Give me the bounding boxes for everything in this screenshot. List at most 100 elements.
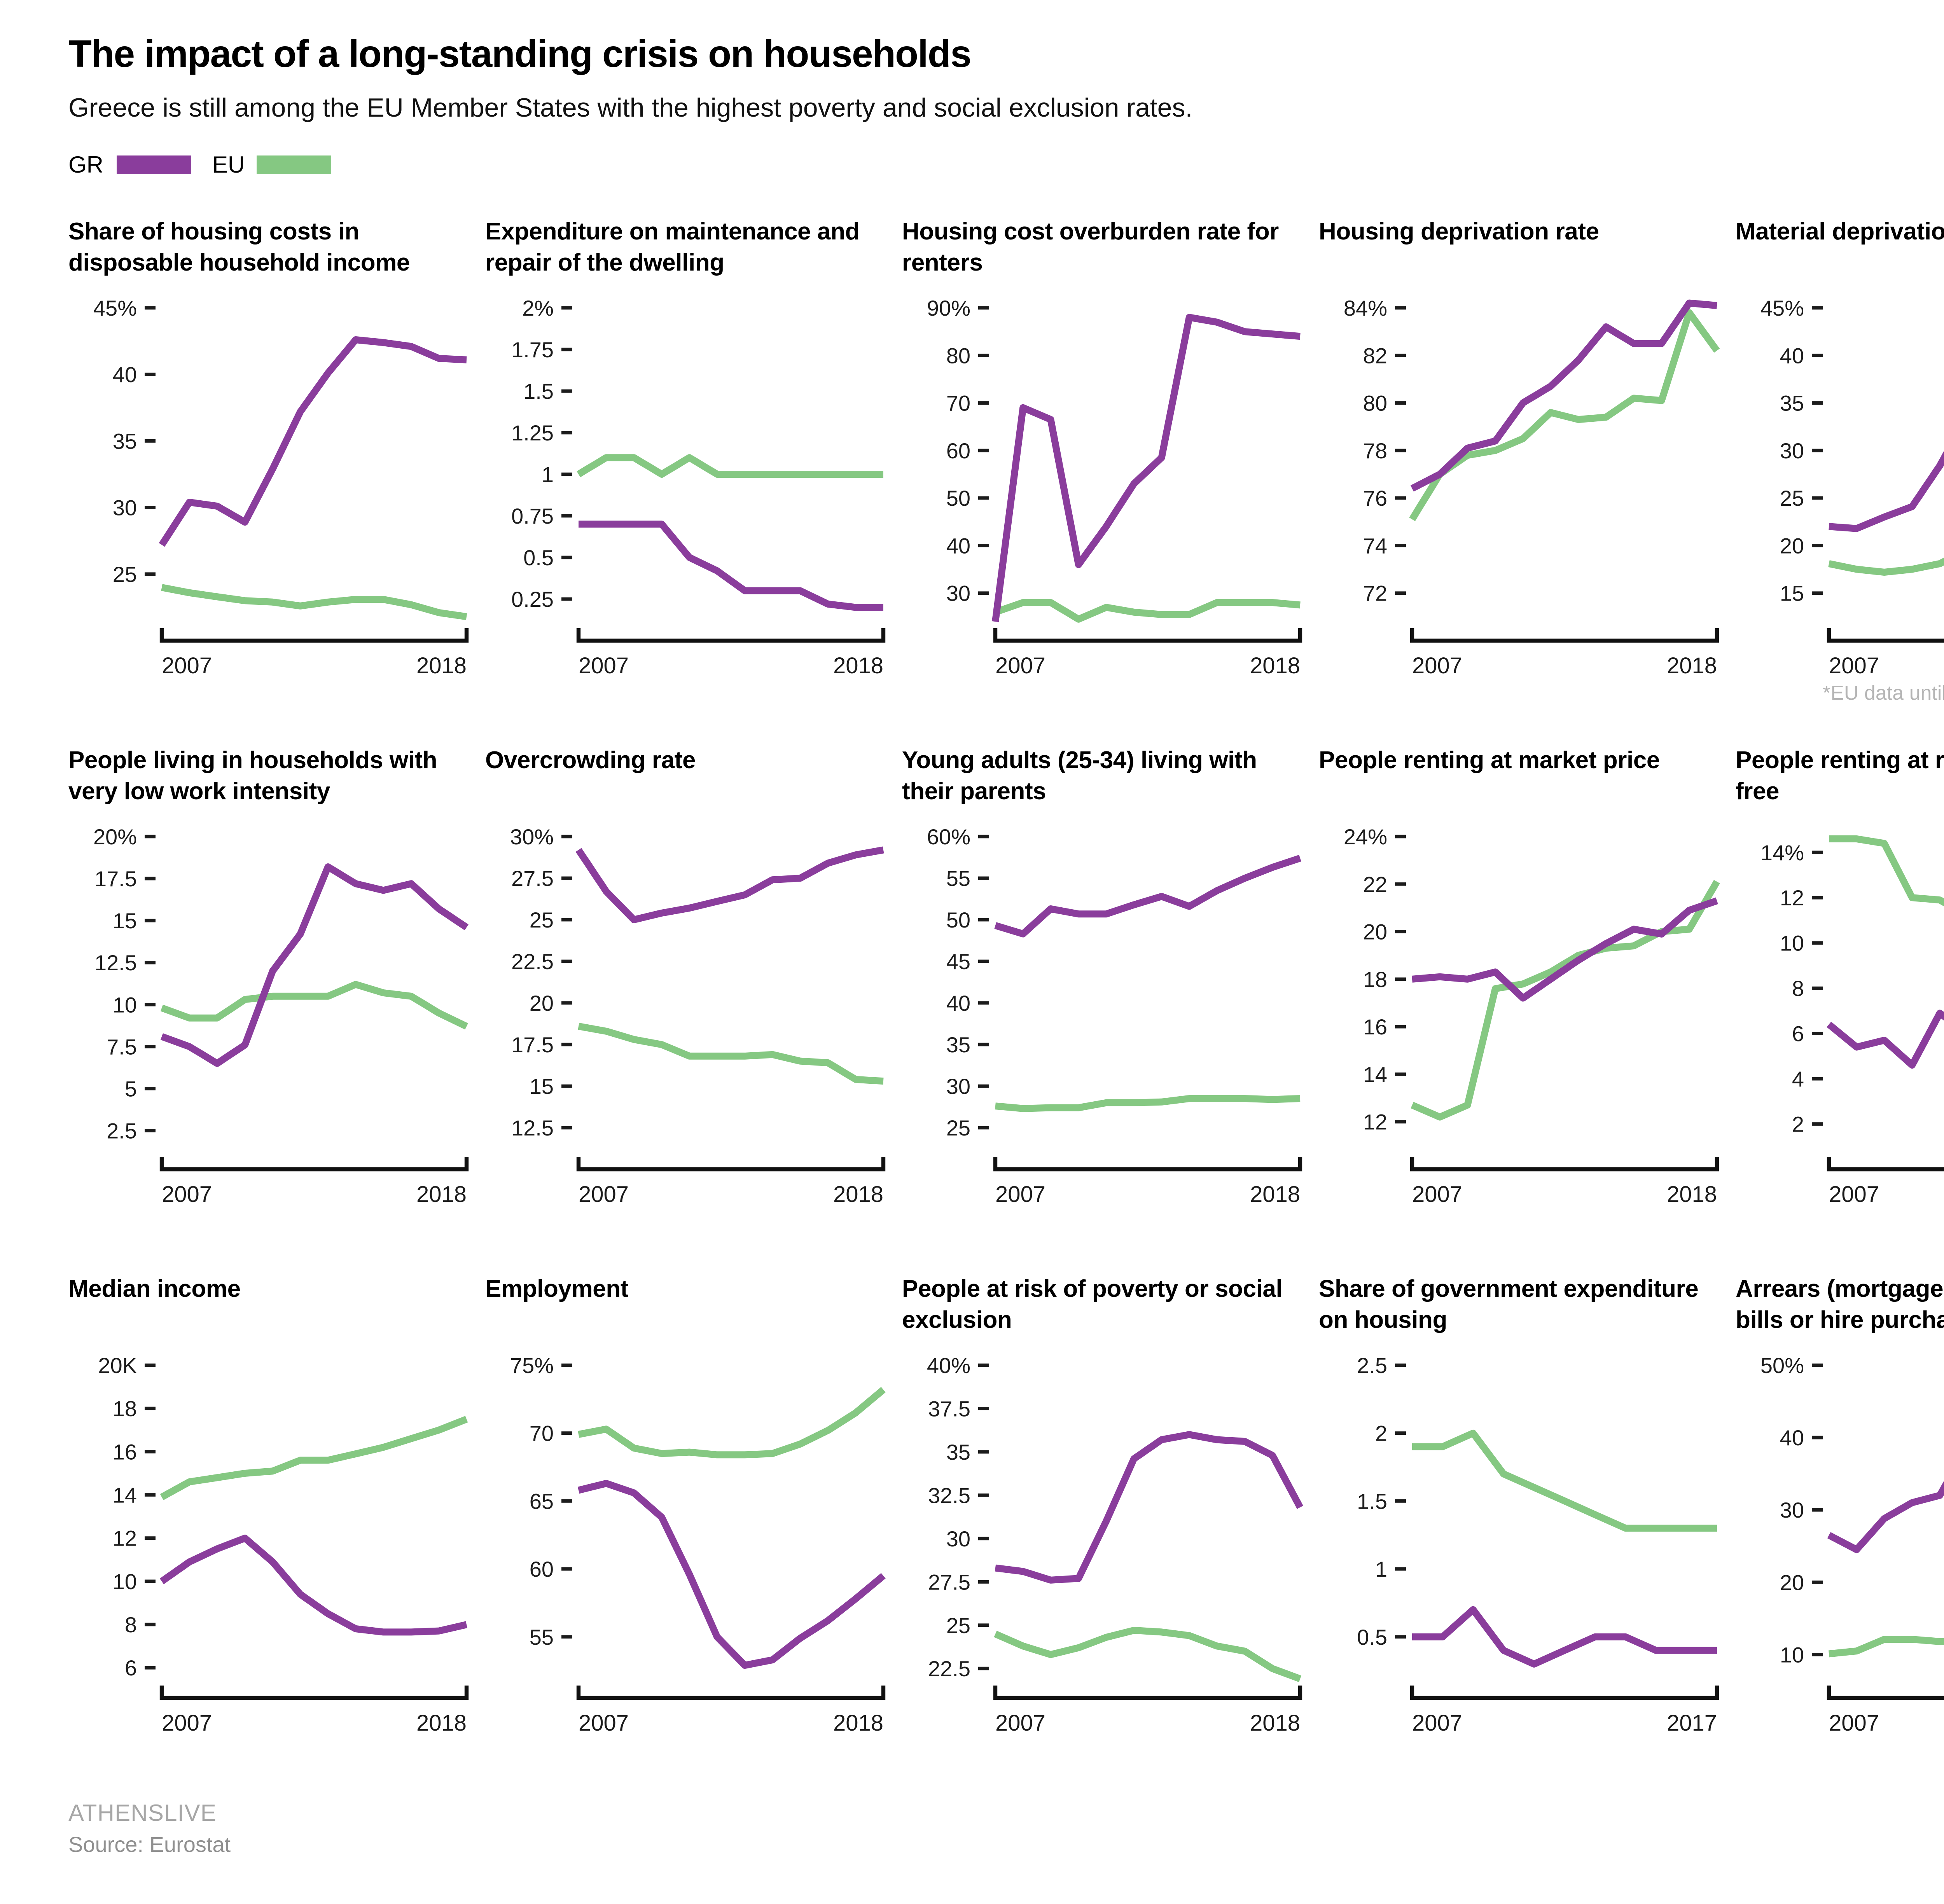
charts-grid: Share of housing costs in disposable hou… (68, 218, 1944, 1804)
svg-text:1: 1 (1375, 1557, 1387, 1581)
y-ticks: 45% 40 35 30 25 (93, 296, 156, 587)
svg-text:2018: 2018 (833, 1710, 883, 1736)
svg-text:30: 30 (946, 1527, 970, 1551)
svg-text:2007: 2007 (579, 1710, 629, 1736)
svg-text:50: 50 (946, 908, 970, 932)
x-axis (159, 1157, 469, 1172)
chart-plot: 30% 27.5 25 22.5 20 17.5 15 12.5 2007 2018 (510, 824, 886, 1207)
gr-line (159, 336, 467, 547)
chart-cell-9: People renting at reduced price or free … (1736, 746, 1944, 1275)
x-axis (993, 1686, 1302, 1700)
chart-plot: 45% 40 35 30 25 2007 2018 (93, 296, 469, 678)
svg-text:35: 35 (946, 1440, 970, 1464)
svg-text:2018: 2018 (416, 653, 467, 678)
eu-line (994, 1627, 1302, 1682)
chart-plot: 84% 82 80 78 76 74 72 2007 2018 (1344, 296, 1720, 678)
svg-text:55: 55 (946, 866, 970, 891)
svg-text:2: 2 (1792, 1112, 1804, 1137)
x-axis (576, 1157, 886, 1172)
legend-swatch-eu (257, 155, 332, 174)
gr-line (1827, 1010, 1944, 1069)
svg-text:22.5: 22.5 (928, 1656, 970, 1681)
svg-text:1.25: 1.25 (511, 421, 554, 445)
svg-text:2.5: 2.5 (1357, 1353, 1387, 1378)
x-axis (576, 628, 886, 643)
chart-footnote (485, 681, 896, 706)
chart-cell-6: Overcrowding rate 30% 27.5 25 22.5 20 17.5 15 1… (485, 746, 896, 1275)
svg-text:6: 6 (125, 1656, 137, 1680)
svg-text:8: 8 (125, 1612, 137, 1637)
svg-text:1.5: 1.5 (523, 379, 554, 404)
x-axis (993, 628, 1302, 643)
svg-text:10: 10 (113, 992, 137, 1017)
svg-text:16: 16 (113, 1439, 137, 1464)
svg-text:45%: 45% (1760, 296, 1804, 320)
svg-text:82: 82 (1363, 343, 1387, 368)
chart-footnote (1736, 1210, 1944, 1235)
svg-text:78: 78 (1363, 438, 1387, 463)
svg-text:40: 40 (1780, 343, 1804, 368)
x-axis (1410, 628, 1719, 643)
svg-text:0.5: 0.5 (523, 545, 554, 570)
svg-text:2018: 2018 (416, 1710, 467, 1736)
x-axis (159, 1686, 469, 1700)
eu-line (1828, 557, 1944, 576)
y-ticks: 60% 55 50 45 40 35 30 25 (927, 824, 989, 1140)
chart-plot: 50%4030201020072018 (1760, 1353, 1944, 1736)
svg-text:6: 6 (1792, 1022, 1804, 1046)
svg-text:2.5: 2.5 (107, 1119, 137, 1143)
svg-text:2018: 2018 (1667, 1182, 1717, 1207)
svg-text:0.5: 0.5 (1357, 1625, 1387, 1649)
chart-cell-11: Employment 75% 70 65 60 55 2007 2018 (485, 1275, 896, 1804)
svg-text:14: 14 (1363, 1062, 1387, 1087)
chart-cell-14: Arrears (mortgage or rent, utility bills… (1736, 1275, 1944, 1804)
svg-text:24%: 24% (1344, 824, 1387, 849)
chart-title: Young adults (25-34) living with their p… (902, 748, 1257, 806)
gr-line (992, 314, 1301, 622)
x-axis (1827, 628, 1944, 643)
chart-cell-0: Share of housing costs in disposable hou… (68, 218, 479, 746)
y-ticks: 24% 22 20 18 16 14 12 (1344, 824, 1406, 1134)
eu-line (578, 1023, 884, 1085)
gr-line (575, 846, 884, 923)
svg-text:45: 45 (946, 949, 970, 974)
chart-cell-13: Share of government expenditure on housi… (1319, 1275, 1729, 1804)
legend-swatch-gr (116, 155, 191, 174)
svg-text:2: 2 (1375, 1421, 1387, 1446)
eu-line (1409, 309, 1720, 521)
chart-footnote (902, 681, 1313, 706)
chart-plot: 45%40353025201520072018 (1760, 296, 1944, 678)
svg-text:40: 40 (113, 362, 137, 387)
svg-text:2007: 2007 (579, 653, 629, 678)
chart-title: Housing cost overburden rate for renters (902, 219, 1279, 278)
chart-cell-4: Material deprivation rate 45% 40 35 30 25 20 1… (1736, 218, 1944, 746)
gr-line (1827, 1481, 1944, 1553)
svg-text:84%: 84% (1344, 296, 1387, 320)
svg-text:2007: 2007 (1412, 653, 1462, 678)
svg-text:20: 20 (1780, 533, 1804, 558)
svg-text:2007: 2007 (1412, 1710, 1462, 1736)
svg-text:2007: 2007 (995, 1710, 1045, 1736)
svg-text:10: 10 (1780, 1642, 1804, 1667)
svg-text:2018: 2018 (1667, 653, 1717, 678)
gr-line (994, 855, 1301, 938)
svg-text:2018: 2018 (833, 653, 883, 678)
svg-text:10: 10 (113, 1569, 137, 1594)
chart-plot: 40% 37.5 35 32.5 30 27.5 25 22.5 2007 2018 (927, 1353, 1303, 1736)
chart-title: Arrears (mortgage or rent, utility bills… (1736, 1277, 1944, 1335)
chart-title: People renting at reduced price or free (1736, 748, 1944, 806)
svg-text:72: 72 (1363, 581, 1387, 606)
svg-text:40%: 40% (927, 1353, 970, 1378)
svg-text:25: 25 (113, 562, 137, 587)
chart-footnote (68, 1210, 479, 1235)
footer: ATHENSLIVE Source: Eurostat (68, 1801, 231, 1857)
svg-text:30: 30 (1780, 438, 1804, 463)
svg-text:2007: 2007 (579, 1182, 629, 1207)
y-ticks: 90% 80 70 60 50 40 30 (927, 296, 989, 606)
svg-text:60: 60 (946, 438, 970, 463)
y-ticks: 2% 1.75 1.5 1.25 1 0.75 0.5 0.25 (511, 296, 572, 611)
legend-label-eu: EU (212, 152, 245, 178)
y-ticks: 20% 17.5 15 12.5 10 7.5 5 2.5 (93, 824, 156, 1143)
chart-plot: 75% 70 65 60 55 2007 2018 (510, 1353, 886, 1736)
svg-text:0.25: 0.25 (511, 587, 554, 611)
